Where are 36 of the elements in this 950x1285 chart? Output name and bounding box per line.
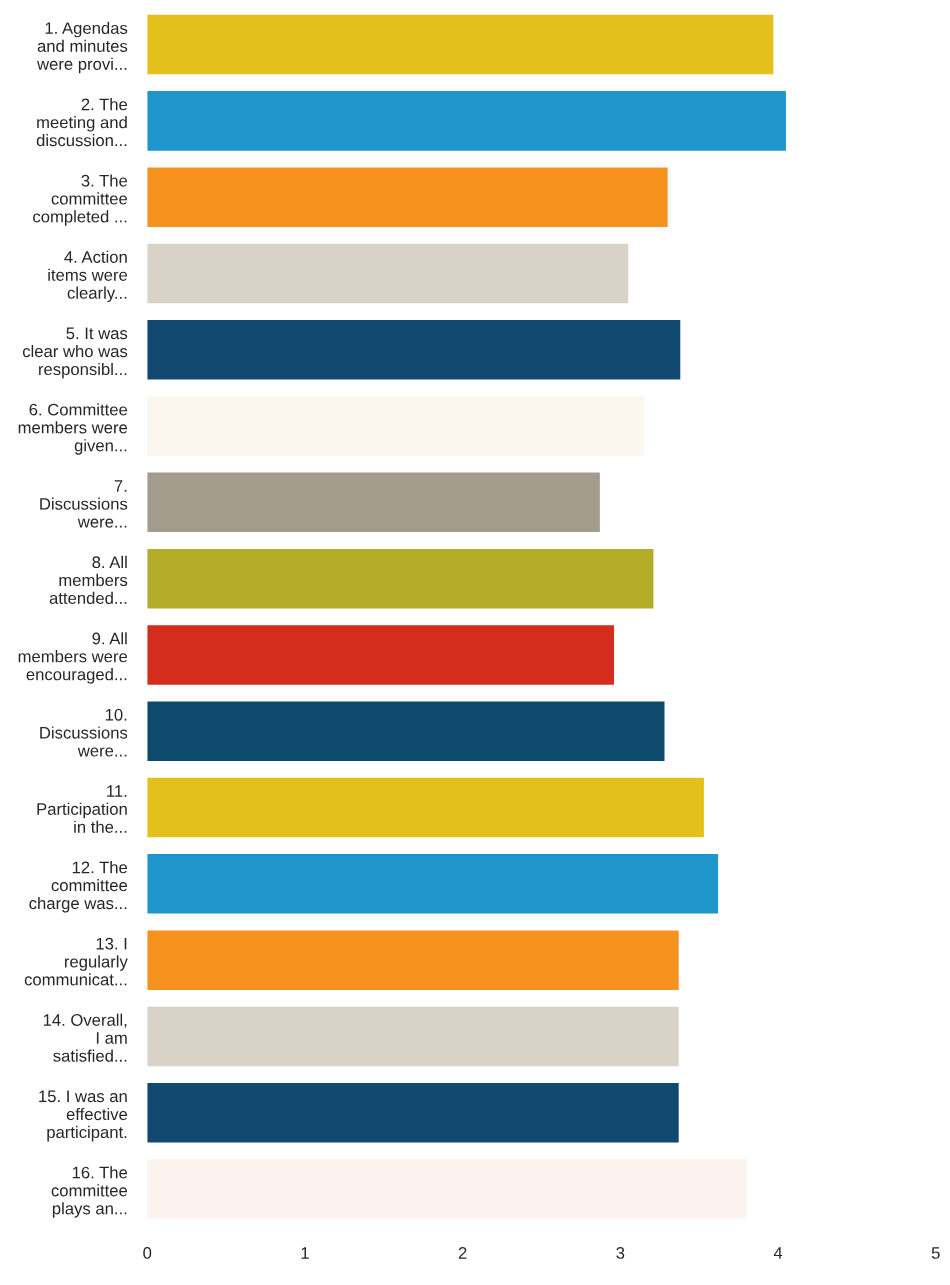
- y-tick-label: 11. Participation in the...: [37, 785, 127, 833]
- bar: [147, 1082, 679, 1143]
- bar: [147, 625, 615, 685]
- bar: [147, 930, 679, 990]
- y-tick-label: 12. The committee charge was...: [29, 861, 128, 913]
- y-tick-label: 1. Agendas and minutes were provi...: [37, 21, 128, 74]
- x-tick-label: 0: [143, 1247, 152, 1259]
- bar: [147, 472, 600, 533]
- y-tick-label: 5. It was clear who was responsibl...: [22, 327, 128, 379]
- bar: [147, 14, 774, 75]
- bar: [147, 91, 786, 151]
- y-tick-label: 13. I regularly communicat...: [24, 937, 128, 986]
- y-tick-label: 6. Committee members were given...: [18, 403, 128, 455]
- bar: [147, 320, 681, 380]
- y-tick-label: 14. Overall, I am satisfied...: [43, 1013, 127, 1062]
- y-tick-label: 3. The committee completed ...: [33, 174, 128, 226]
- bar: [147, 548, 654, 609]
- x-tick-label: 1: [301, 1247, 309, 1259]
- y-tick-label: 16. The committee plays an...: [51, 1166, 128, 1218]
- y-tick-label: 15. I was an effective participant.: [39, 1090, 128, 1142]
- x-tick-label: 3: [616, 1247, 625, 1259]
- bar: [147, 854, 719, 914]
- y-tick-label: 10. Discussions were...: [40, 708, 128, 757]
- y-tick-label: 9. All members were encouraged...: [18, 632, 128, 684]
- y-tick-label: 2. The meeting and discussion...: [36, 98, 128, 147]
- x-tick-label: 5: [931, 1247, 940, 1259]
- y-tick-label: 8. All members attended...: [49, 555, 128, 605]
- y-tick-label: 4. Action items were clearly...: [48, 250, 128, 303]
- x-tick-label: 2: [458, 1247, 467, 1259]
- bar: [147, 777, 704, 838]
- bar: [147, 243, 629, 304]
- bar: [147, 701, 665, 761]
- bar: [147, 167, 668, 227]
- bar: [147, 1006, 679, 1067]
- x-tick-label: 4: [773, 1247, 783, 1259]
- y-tick-label: 7. Discussions were...: [40, 480, 128, 528]
